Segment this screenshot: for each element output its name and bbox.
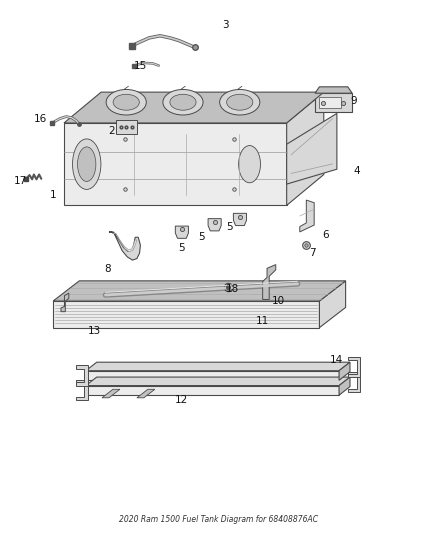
Polygon shape bbox=[117, 120, 138, 134]
Polygon shape bbox=[319, 98, 341, 108]
Polygon shape bbox=[208, 219, 221, 231]
Polygon shape bbox=[86, 362, 350, 370]
Ellipse shape bbox=[106, 90, 146, 115]
Text: 5: 5 bbox=[226, 222, 233, 232]
Polygon shape bbox=[53, 301, 319, 328]
Text: 17: 17 bbox=[14, 176, 27, 187]
Polygon shape bbox=[61, 293, 69, 312]
Polygon shape bbox=[64, 123, 287, 205]
Text: 2: 2 bbox=[109, 126, 115, 136]
Text: 10: 10 bbox=[272, 296, 285, 306]
Ellipse shape bbox=[226, 94, 253, 110]
Polygon shape bbox=[137, 389, 155, 398]
Ellipse shape bbox=[163, 90, 203, 115]
Polygon shape bbox=[339, 377, 350, 395]
Text: 2020 Ram 1500 Fuel Tank Diagram for 68408876AC: 2020 Ram 1500 Fuel Tank Diagram for 6840… bbox=[120, 515, 318, 524]
Ellipse shape bbox=[113, 94, 139, 110]
Polygon shape bbox=[102, 389, 120, 398]
Polygon shape bbox=[319, 281, 346, 328]
Text: 8: 8 bbox=[104, 264, 111, 274]
Polygon shape bbox=[263, 264, 276, 300]
Ellipse shape bbox=[73, 139, 101, 189]
Polygon shape bbox=[64, 92, 324, 123]
Polygon shape bbox=[300, 200, 314, 232]
Text: 13: 13 bbox=[88, 326, 101, 336]
Polygon shape bbox=[86, 377, 350, 385]
Text: 1: 1 bbox=[50, 190, 57, 200]
Ellipse shape bbox=[219, 90, 260, 115]
Polygon shape bbox=[175, 226, 188, 238]
Text: 5: 5 bbox=[179, 243, 185, 253]
Polygon shape bbox=[86, 385, 339, 395]
Text: 7: 7 bbox=[310, 248, 316, 258]
Polygon shape bbox=[109, 232, 141, 260]
Polygon shape bbox=[339, 362, 350, 380]
Polygon shape bbox=[287, 114, 337, 184]
Polygon shape bbox=[315, 93, 352, 112]
Text: 3: 3 bbox=[222, 20, 229, 30]
Ellipse shape bbox=[170, 94, 196, 110]
Text: 11: 11 bbox=[256, 316, 269, 326]
Polygon shape bbox=[348, 372, 360, 392]
Polygon shape bbox=[348, 357, 360, 377]
Polygon shape bbox=[233, 213, 247, 225]
Polygon shape bbox=[53, 281, 346, 301]
Ellipse shape bbox=[78, 147, 96, 181]
Text: 9: 9 bbox=[350, 95, 357, 106]
Polygon shape bbox=[86, 370, 339, 380]
Text: 14: 14 bbox=[330, 354, 343, 365]
Text: 4: 4 bbox=[353, 166, 360, 176]
Polygon shape bbox=[76, 380, 88, 400]
Text: 15: 15 bbox=[134, 61, 147, 70]
Text: 16: 16 bbox=[34, 114, 47, 124]
Text: 12: 12 bbox=[175, 395, 188, 406]
Text: 6: 6 bbox=[323, 230, 329, 240]
Polygon shape bbox=[315, 87, 352, 93]
Ellipse shape bbox=[239, 146, 261, 183]
Polygon shape bbox=[287, 92, 324, 205]
Text: 5: 5 bbox=[198, 232, 205, 243]
Polygon shape bbox=[76, 366, 88, 385]
Text: 18: 18 bbox=[226, 284, 239, 294]
Polygon shape bbox=[113, 233, 137, 252]
